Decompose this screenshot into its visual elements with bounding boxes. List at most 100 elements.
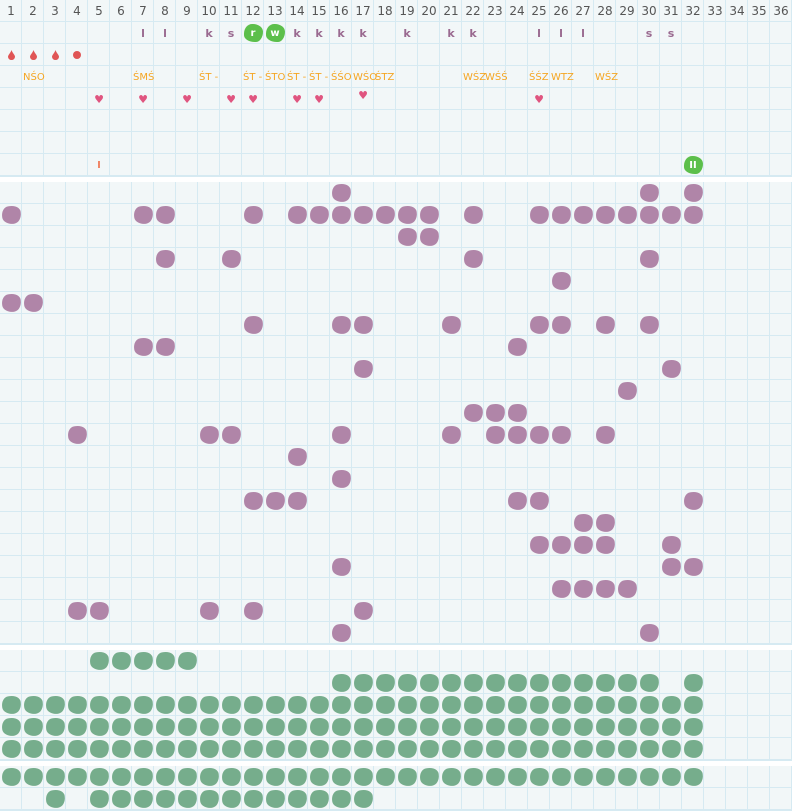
green-cell[interactable] bbox=[0, 738, 22, 760]
purple-cell[interactable] bbox=[462, 204, 484, 226]
green-cell[interactable] bbox=[638, 672, 660, 694]
purple-cell[interactable] bbox=[462, 248, 484, 270]
green-cell[interactable] bbox=[132, 738, 154, 760]
green-cell[interactable] bbox=[550, 694, 572, 716]
letter-mark[interactable]: w bbox=[264, 22, 286, 44]
green-cell[interactable] bbox=[242, 716, 264, 738]
green-cell[interactable] bbox=[462, 766, 484, 788]
purple-cell[interactable] bbox=[154, 336, 176, 358]
purple-cell[interactable] bbox=[550, 534, 572, 556]
green-cell[interactable] bbox=[264, 766, 286, 788]
column-header[interactable]: 32 bbox=[685, 4, 701, 18]
purple-cell[interactable] bbox=[330, 556, 352, 578]
green-cell[interactable] bbox=[44, 766, 66, 788]
green-cell[interactable] bbox=[352, 738, 374, 760]
purple-cell[interactable] bbox=[418, 226, 440, 248]
green-cell[interactable] bbox=[572, 672, 594, 694]
purple-cell[interactable] bbox=[594, 578, 616, 600]
green-cell[interactable] bbox=[506, 766, 528, 788]
letter-mark[interactable]: s bbox=[660, 22, 682, 44]
green-cell[interactable] bbox=[330, 766, 352, 788]
green-cell[interactable] bbox=[308, 738, 330, 760]
letter-mark[interactable]: l bbox=[572, 22, 594, 44]
green-cell[interactable] bbox=[110, 694, 132, 716]
green-cell[interactable] bbox=[528, 694, 550, 716]
column-header[interactable]: 27 bbox=[575, 4, 591, 18]
purple-cell[interactable] bbox=[528, 534, 550, 556]
purple-cell[interactable] bbox=[132, 204, 154, 226]
green-cell[interactable] bbox=[220, 716, 242, 738]
green-cell[interactable] bbox=[440, 716, 462, 738]
purple-cell[interactable] bbox=[484, 402, 506, 424]
letter-mark[interactable]: l bbox=[550, 22, 572, 44]
column-header[interactable]: 29 bbox=[619, 4, 635, 18]
column-header[interactable]: 17 bbox=[355, 4, 371, 18]
green-cell[interactable] bbox=[660, 738, 682, 760]
column-header[interactable]: 24 bbox=[509, 4, 525, 18]
purple-cell[interactable] bbox=[352, 358, 374, 380]
purple-cell[interactable] bbox=[220, 248, 242, 270]
column-header[interactable]: 25 bbox=[531, 4, 547, 18]
green-cell[interactable] bbox=[88, 766, 110, 788]
purple-cell[interactable] bbox=[308, 204, 330, 226]
green-cell[interactable] bbox=[352, 716, 374, 738]
green-cell[interactable] bbox=[374, 694, 396, 716]
purple-cell[interactable] bbox=[264, 490, 286, 512]
green-cell[interactable] bbox=[594, 672, 616, 694]
letter-mark[interactable]: k bbox=[198, 22, 220, 44]
green-cell[interactable] bbox=[286, 694, 308, 716]
green-cell[interactable] bbox=[220, 766, 242, 788]
purple-cell[interactable] bbox=[506, 490, 528, 512]
heart-icon[interactable]: ♥ bbox=[226, 92, 236, 106]
green-cell[interactable] bbox=[638, 766, 660, 788]
green-cell[interactable] bbox=[330, 738, 352, 760]
green-cell[interactable] bbox=[396, 738, 418, 760]
green-cell[interactable] bbox=[462, 672, 484, 694]
column-header[interactable]: 34 bbox=[729, 4, 745, 18]
letter-mark[interactable]: k bbox=[396, 22, 418, 44]
green-cell[interactable] bbox=[374, 716, 396, 738]
green-cell[interactable] bbox=[330, 716, 352, 738]
green-cell[interactable] bbox=[484, 694, 506, 716]
green-cell[interactable] bbox=[418, 672, 440, 694]
green-cell[interactable] bbox=[0, 766, 22, 788]
purple-cell[interactable] bbox=[0, 204, 22, 226]
green-cell[interactable] bbox=[286, 738, 308, 760]
green-cell[interactable] bbox=[352, 788, 374, 810]
purple-cell[interactable] bbox=[528, 204, 550, 226]
green-cell[interactable] bbox=[682, 716, 704, 738]
heart-icon[interactable]: ♥ bbox=[292, 92, 302, 106]
purple-cell[interactable] bbox=[660, 534, 682, 556]
purple-cell[interactable] bbox=[154, 248, 176, 270]
green-cell[interactable] bbox=[396, 766, 418, 788]
column-header[interactable]: 26 bbox=[553, 4, 569, 18]
purple-cell[interactable] bbox=[88, 600, 110, 622]
purple-cell[interactable] bbox=[330, 622, 352, 644]
purple-cell[interactable] bbox=[660, 358, 682, 380]
green-cell[interactable] bbox=[308, 694, 330, 716]
purple-cell[interactable] bbox=[242, 600, 264, 622]
purple-cell[interactable] bbox=[550, 424, 572, 446]
purple-cell[interactable] bbox=[660, 556, 682, 578]
green-cell[interactable] bbox=[198, 694, 220, 716]
purple-cell[interactable] bbox=[374, 204, 396, 226]
letter-mark[interactable]: k bbox=[440, 22, 462, 44]
letter-mark[interactable]: r bbox=[242, 22, 264, 44]
column-header[interactable]: 9 bbox=[183, 4, 191, 18]
green-cell[interactable] bbox=[638, 694, 660, 716]
green-cell[interactable] bbox=[506, 672, 528, 694]
green-cell[interactable] bbox=[88, 738, 110, 760]
column-header[interactable]: 21 bbox=[443, 4, 459, 18]
green-cell[interactable] bbox=[418, 738, 440, 760]
green-cell[interactable] bbox=[132, 788, 154, 810]
purple-cell[interactable] bbox=[682, 204, 704, 226]
column-header[interactable]: 5 bbox=[95, 4, 103, 18]
green-cell[interactable] bbox=[242, 738, 264, 760]
green-cell[interactable] bbox=[154, 694, 176, 716]
letter-mark[interactable]: k bbox=[462, 22, 484, 44]
letter-mark[interactable]: k bbox=[286, 22, 308, 44]
green-cell[interactable] bbox=[176, 738, 198, 760]
green-cell[interactable] bbox=[22, 694, 44, 716]
green-cell[interactable] bbox=[286, 716, 308, 738]
letter-mark[interactable]: s bbox=[220, 22, 242, 44]
